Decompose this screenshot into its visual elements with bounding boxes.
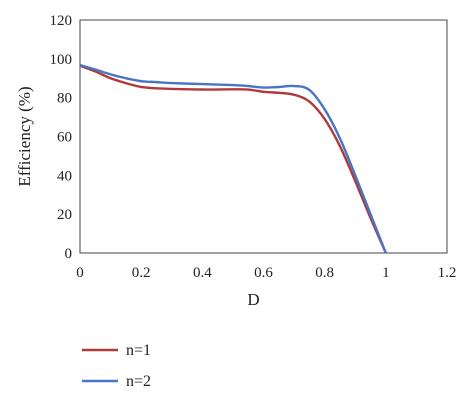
- plot-area: [79, 19, 448, 254]
- legend: n=1 n=2: [82, 342, 151, 390]
- y-tick-label: 60: [57, 130, 72, 146]
- y-tick-label: 0: [65, 246, 73, 262]
- y-tick-label: 20: [57, 207, 72, 223]
- x-axis-ticks: 0 0.2 0.4 0.6 0.8 1 1.2: [76, 265, 456, 281]
- plot-frame: [79, 19, 448, 254]
- x-tick-label: 0.8: [315, 265, 334, 281]
- x-tick-label: 0.4: [193, 265, 212, 281]
- y-axis-label: Efficiency (%): [15, 86, 34, 186]
- legend-label-n2: n=2: [126, 373, 151, 390]
- x-tick-label: 1.2: [438, 265, 457, 281]
- x-axis-label: D: [247, 290, 259, 309]
- series-lines: [79, 63, 387, 254]
- y-tick-label: 100: [50, 52, 73, 68]
- x-tick-label: 0.2: [132, 265, 151, 281]
- series-line-n1: [79, 64, 387, 254]
- y-tick-label: 40: [57, 168, 72, 184]
- y-axis-ticks: 0 20 40 60 80 100 120: [50, 13, 73, 262]
- series-line-n2: [79, 63, 387, 254]
- x-tick-label: 0.6: [254, 265, 273, 281]
- x-tick-label: 0: [76, 265, 84, 281]
- x-tick-label: 1: [382, 265, 390, 281]
- y-tick-label: 120: [50, 13, 73, 29]
- y-tick-label: 80: [57, 91, 72, 107]
- legend-label-n1: n=1: [126, 342, 151, 359]
